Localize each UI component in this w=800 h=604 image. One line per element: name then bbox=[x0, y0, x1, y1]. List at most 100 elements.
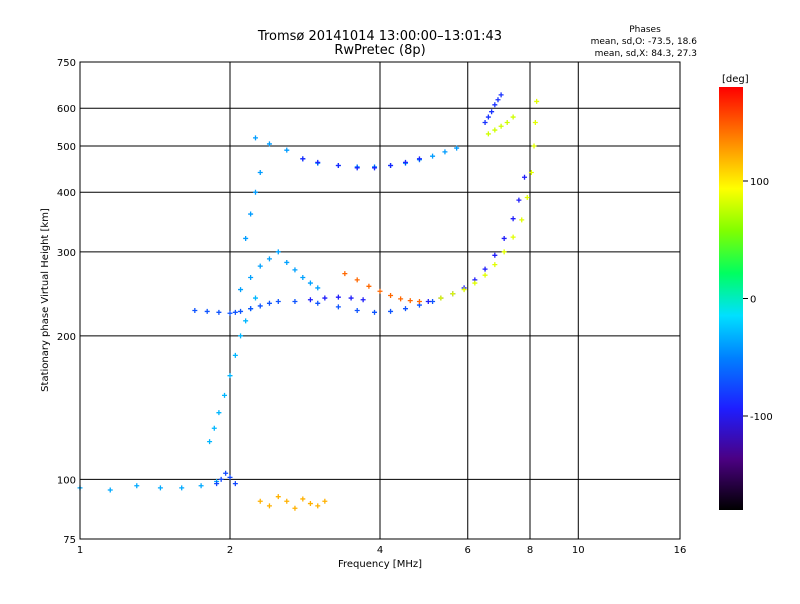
trace-point bbox=[238, 287, 244, 293]
colorbar-ticks: 100 0 -100 bbox=[743, 177, 773, 423]
chart-title: Tromsø 20141014 13:00:00–13:01:43 bbox=[257, 29, 502, 44]
trace-point bbox=[292, 505, 298, 511]
trace-point bbox=[416, 156, 422, 162]
trace-point bbox=[248, 211, 254, 217]
trace-point bbox=[266, 141, 272, 147]
trace-point bbox=[425, 299, 431, 305]
colorbar-tick-label: -100 bbox=[750, 412, 773, 423]
colorbar-tick-label: 0 bbox=[750, 295, 756, 306]
trace-points bbox=[77, 92, 540, 511]
trace-point bbox=[442, 149, 448, 155]
trace-point bbox=[275, 249, 281, 255]
trace-point bbox=[438, 295, 444, 301]
trace-point bbox=[510, 114, 516, 120]
trace-point bbox=[372, 165, 378, 171]
trace-point bbox=[430, 299, 436, 305]
trace-point bbox=[354, 307, 360, 313]
trace-point bbox=[489, 109, 495, 115]
x-tick-label: 8 bbox=[527, 545, 533, 556]
trace-point bbox=[522, 174, 528, 180]
y-tick-label: 600 bbox=[57, 104, 76, 115]
plot-frame bbox=[79, 61, 681, 540]
trace-point bbox=[257, 169, 263, 175]
trace-point bbox=[232, 309, 238, 315]
trace-point bbox=[498, 92, 504, 98]
trace-point bbox=[232, 481, 238, 487]
trace-point bbox=[482, 120, 488, 126]
grid-lines bbox=[80, 62, 680, 539]
trace-point bbox=[354, 165, 360, 171]
trace-point bbox=[248, 275, 254, 281]
trace-point bbox=[300, 275, 306, 281]
x-tick-label: 6 bbox=[465, 545, 471, 556]
trace-point bbox=[157, 485, 163, 491]
phases-heading: Phases bbox=[629, 25, 661, 35]
trace-point bbox=[227, 373, 233, 379]
trace-point bbox=[402, 306, 408, 312]
trace-point bbox=[238, 308, 244, 314]
trace-point bbox=[107, 487, 113, 493]
trace-point bbox=[534, 98, 540, 104]
trace-point bbox=[504, 120, 510, 126]
x-tick-label: 1 bbox=[77, 545, 83, 556]
trace-point bbox=[492, 127, 498, 133]
trace-point bbox=[510, 234, 516, 240]
trace-point bbox=[243, 235, 249, 241]
trace-point bbox=[501, 249, 507, 255]
trace-point bbox=[284, 259, 290, 265]
trace-point bbox=[252, 189, 258, 195]
trace-point bbox=[519, 217, 525, 223]
trace-point bbox=[524, 194, 530, 200]
trace-point bbox=[416, 299, 422, 305]
trace-point bbox=[528, 169, 534, 175]
trace-point bbox=[498, 123, 504, 129]
trace-point bbox=[315, 285, 321, 291]
trace-point bbox=[252, 135, 258, 141]
trace-point bbox=[134, 483, 140, 489]
trace-point bbox=[216, 309, 222, 315]
trace-point bbox=[248, 306, 254, 312]
chart-subtitle: RwPretec (8p) bbox=[334, 43, 425, 58]
trace-point bbox=[266, 300, 272, 306]
trace-point bbox=[284, 147, 290, 153]
colorbar bbox=[719, 87, 743, 510]
trace-point bbox=[454, 145, 460, 151]
trace-point bbox=[300, 156, 306, 162]
trace-point bbox=[211, 425, 217, 431]
x-tick-labels: 1 2 4 6 8 10 16 bbox=[77, 545, 687, 556]
trace-point bbox=[492, 252, 498, 258]
trace-point bbox=[227, 310, 233, 316]
trace-point bbox=[450, 291, 456, 297]
trace-point bbox=[377, 288, 383, 294]
x-tick-label: 16 bbox=[674, 545, 687, 556]
trace-point bbox=[482, 272, 488, 278]
trace-point bbox=[492, 102, 498, 108]
phases-line-x: mean, sd,X: 84.3, 27.3 bbox=[595, 49, 697, 59]
trace-point bbox=[501, 235, 507, 241]
trace-point bbox=[532, 120, 538, 126]
trace-point bbox=[192, 307, 198, 313]
trace-point bbox=[342, 271, 348, 277]
trace-point bbox=[257, 263, 263, 269]
trace-point bbox=[461, 287, 467, 293]
trace-point bbox=[216, 410, 222, 416]
trace-point bbox=[492, 262, 498, 268]
trace-point bbox=[372, 309, 378, 315]
trace-point bbox=[407, 298, 413, 304]
trace-point bbox=[204, 308, 210, 314]
trace-point bbox=[218, 476, 224, 482]
trace-point bbox=[388, 292, 394, 298]
y-tick-label: 400 bbox=[57, 188, 76, 199]
trace-point bbox=[266, 503, 272, 509]
trace-point bbox=[322, 498, 328, 504]
trace-point bbox=[307, 297, 313, 303]
trace-point bbox=[354, 277, 360, 283]
trace-point bbox=[223, 470, 229, 476]
y-tick-label: 500 bbox=[57, 142, 76, 153]
y-tick-label: 100 bbox=[57, 475, 76, 486]
trace-point bbox=[222, 392, 228, 398]
trace-point bbox=[198, 483, 204, 489]
trace-point bbox=[292, 299, 298, 305]
trace-point bbox=[360, 297, 366, 303]
